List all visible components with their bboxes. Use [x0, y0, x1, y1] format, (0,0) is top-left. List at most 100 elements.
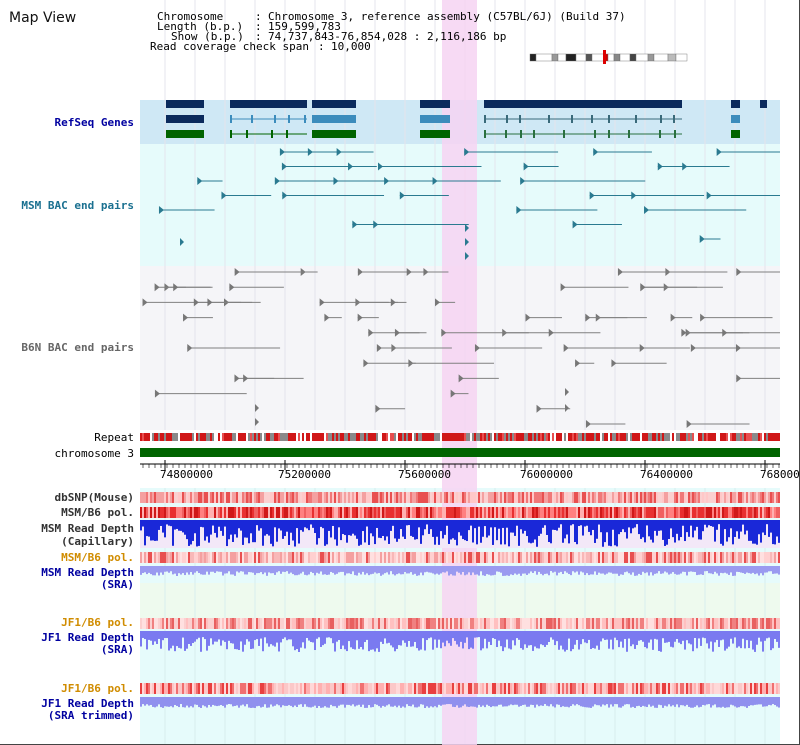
repeat-block: [738, 433, 740, 441]
heatmap-cell: [376, 492, 378, 503]
read-depth-bar: [520, 697, 522, 706]
read-depth-bar: [404, 631, 406, 643]
read-depth-bar: [384, 566, 386, 574]
heatmap-cell: [532, 552, 534, 563]
read-depth-bar: [536, 697, 538, 705]
repeat-block: [698, 433, 700, 441]
read-depth-bar: [176, 520, 178, 529]
read-depth-bar: [288, 697, 290, 706]
heatmap-cell: [430, 507, 432, 518]
heatmap-cell: [392, 618, 394, 629]
heatmap-cell: [576, 492, 578, 503]
repeat-block: [734, 433, 736, 441]
read-depth-bar: [238, 697, 240, 708]
repeat-block: [546, 433, 548, 441]
heatmap-cell: [738, 618, 740, 629]
repeat-block: [560, 433, 562, 441]
read-depth-bar: [666, 631, 668, 643]
heatmap-cell: [590, 683, 592, 694]
read-depth-bar: [180, 631, 182, 649]
ideogram-position-marker: [603, 50, 606, 64]
read-depth-bar: [544, 631, 546, 647]
heatmap-cell: [182, 552, 184, 563]
read-depth-bar: [210, 697, 212, 707]
b6n-bac-end: [700, 313, 706, 322]
heatmap-cell: [156, 507, 158, 518]
heatmap-cell: [140, 492, 142, 503]
repeat-block: [646, 433, 648, 441]
heatmap-cell: [448, 492, 450, 503]
heatmap-cell: [418, 507, 420, 518]
heatmap-cell: [346, 492, 348, 503]
heatmap-cell: [726, 618, 728, 629]
heatmap-cell: [186, 507, 188, 518]
read-depth-bar: [356, 566, 358, 576]
read-depth-bar: [614, 631, 616, 638]
heatmap-cell: [326, 507, 328, 518]
heatmap-cell: [730, 618, 732, 629]
read-depth-bar: [626, 631, 628, 652]
heatmap-cell: [150, 618, 152, 629]
repeat-block: [162, 433, 164, 441]
read-depth-bar: [496, 631, 498, 648]
read-depth-bar: [270, 697, 272, 705]
read-depth-bar: [508, 631, 510, 649]
read-depth-bar: [206, 697, 208, 708]
repeat-block: [248, 433, 250, 441]
read-depth-bar: [554, 566, 556, 572]
read-depth-bar: [656, 697, 658, 708]
heatmap-cell: [360, 683, 362, 694]
read-depth-bar: [318, 520, 320, 539]
read-depth-bar: [240, 697, 242, 706]
heatmap-cell: [160, 492, 162, 503]
read-depth-bar: [598, 566, 600, 573]
read-depth-bar: [684, 520, 686, 542]
read-depth-bar: [708, 566, 710, 574]
heatmap-cell: [358, 507, 360, 518]
heatmap-cell: [332, 507, 334, 518]
heatmap-cell: [528, 507, 530, 518]
read-depth-bar: [642, 520, 644, 538]
heatmap-cell: [626, 507, 628, 518]
read-depth-bar: [306, 631, 308, 638]
read-depth-bar: [290, 520, 292, 533]
track-label-msm-bac[interactable]: MSM BAC end pairs: [21, 199, 134, 212]
heatmap-cell: [328, 618, 330, 629]
chromosome-ideogram[interactable]: [530, 52, 687, 62]
repeat-block: [262, 433, 264, 441]
read-depth-bar: [656, 520, 658, 536]
heatmap-cell: [394, 492, 396, 503]
read-depth-bar: [690, 631, 692, 645]
track-label-b6n-bac[interactable]: B6N BAC end pairs: [21, 341, 134, 354]
heatmap-cell: [582, 683, 584, 694]
heatmap-cell: [488, 683, 490, 694]
heatmap-cell: [542, 618, 544, 629]
read-depth-bar: [486, 697, 488, 705]
heatmap-cell: [254, 618, 256, 629]
read-depth-bar: [600, 697, 602, 707]
track-label-refseq[interactable]: RefSeq Genes: [54, 116, 134, 129]
heatmap-cell: [650, 618, 652, 629]
heatmap-cell: [430, 492, 432, 503]
heatmap-cell: [428, 507, 430, 518]
heatmap-cell: [622, 507, 624, 518]
b6n-bac-end: [187, 344, 193, 352]
heatmap-cell: [348, 507, 350, 518]
repeat-block: [280, 433, 282, 441]
read-depth-bar: [234, 566, 236, 576]
heatmap-cell: [246, 492, 248, 503]
heatmap-cell: [148, 507, 150, 518]
heatmap-cell: [572, 618, 574, 629]
heatmap-cell: [452, 492, 454, 503]
read-depth-bar: [196, 697, 198, 705]
heatmap-cell: [172, 683, 174, 694]
read-depth-bar: [350, 697, 352, 706]
read-depth-bar: [456, 566, 458, 572]
read-depth-bar: [366, 520, 368, 527]
heatmap-cell: [720, 552, 722, 563]
heatmap-cell: [150, 492, 152, 503]
heatmap-cell: [596, 552, 598, 563]
read-depth-bar: [574, 631, 576, 645]
heatmap-cell: [204, 507, 206, 518]
